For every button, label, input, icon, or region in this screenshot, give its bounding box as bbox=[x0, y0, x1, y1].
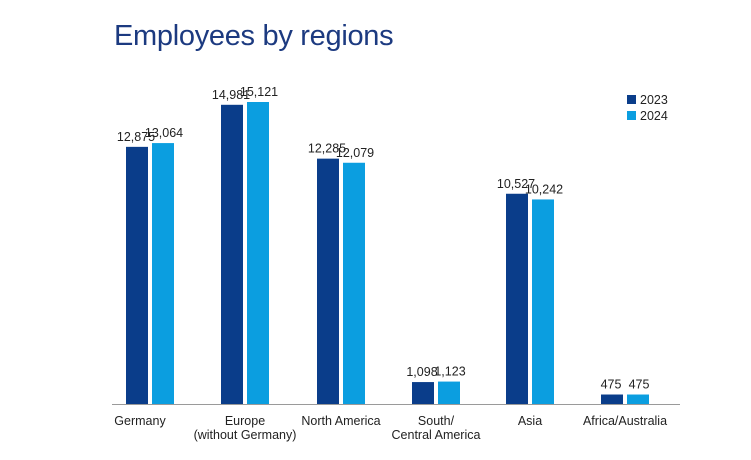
bar-2023-4 bbox=[506, 193, 528, 404]
bar-2024-2 bbox=[343, 162, 365, 404]
bar-2024-1 bbox=[247, 102, 269, 404]
data-label-2024-2: 12,079 bbox=[336, 146, 374, 160]
category-label-5: Africa/Australia bbox=[583, 414, 667, 428]
bar-2023-0 bbox=[126, 146, 148, 405]
category-label-2: North America bbox=[301, 414, 380, 428]
category-label-3-line2: Central America bbox=[392, 428, 481, 442]
bar-2024-4 bbox=[532, 199, 554, 404]
bar-2024-3 bbox=[438, 381, 460, 404]
category-label-1: Europe bbox=[225, 414, 265, 428]
legend-label-2024: 2024 bbox=[640, 109, 668, 123]
data-label-2023-1: 14,981 bbox=[212, 88, 250, 102]
bar-2024-0 bbox=[152, 143, 174, 404]
data-label-2024-0: 13,064 bbox=[145, 126, 183, 140]
data-label-2023-3: 1,098 bbox=[406, 365, 437, 379]
chart-title: Employees by regions bbox=[114, 20, 394, 52]
category-label-4: Asia bbox=[518, 414, 542, 428]
data-label-2024-4: 10,242 bbox=[525, 182, 563, 196]
category-label-3: South/ bbox=[418, 414, 455, 428]
bar-2023-5 bbox=[601, 394, 623, 404]
data-label-2023-5: 475 bbox=[601, 378, 622, 392]
data-label-2024-1: 15,121 bbox=[240, 85, 278, 99]
category-label-1-line2: (without Germany) bbox=[194, 428, 297, 442]
legend-label-2023: 2023 bbox=[640, 93, 668, 107]
data-label-2023-0: 12,875 bbox=[117, 130, 155, 144]
data-label-2023-4: 10,527 bbox=[497, 177, 535, 191]
data-label-2023-2: 12,285 bbox=[308, 142, 346, 156]
legend-swatch-2023 bbox=[627, 95, 636, 104]
bar-2024-5 bbox=[627, 394, 649, 404]
data-label-2024-3: 1,123 bbox=[434, 365, 465, 379]
category-label-0: Germany bbox=[114, 414, 166, 428]
legend-swatch-2024 bbox=[627, 111, 636, 120]
bar-2023-3 bbox=[412, 382, 434, 404]
bar-2023-2 bbox=[317, 158, 339, 404]
data-label-2024-5: 475 bbox=[629, 378, 650, 392]
bar-2023-1 bbox=[221, 104, 243, 404]
